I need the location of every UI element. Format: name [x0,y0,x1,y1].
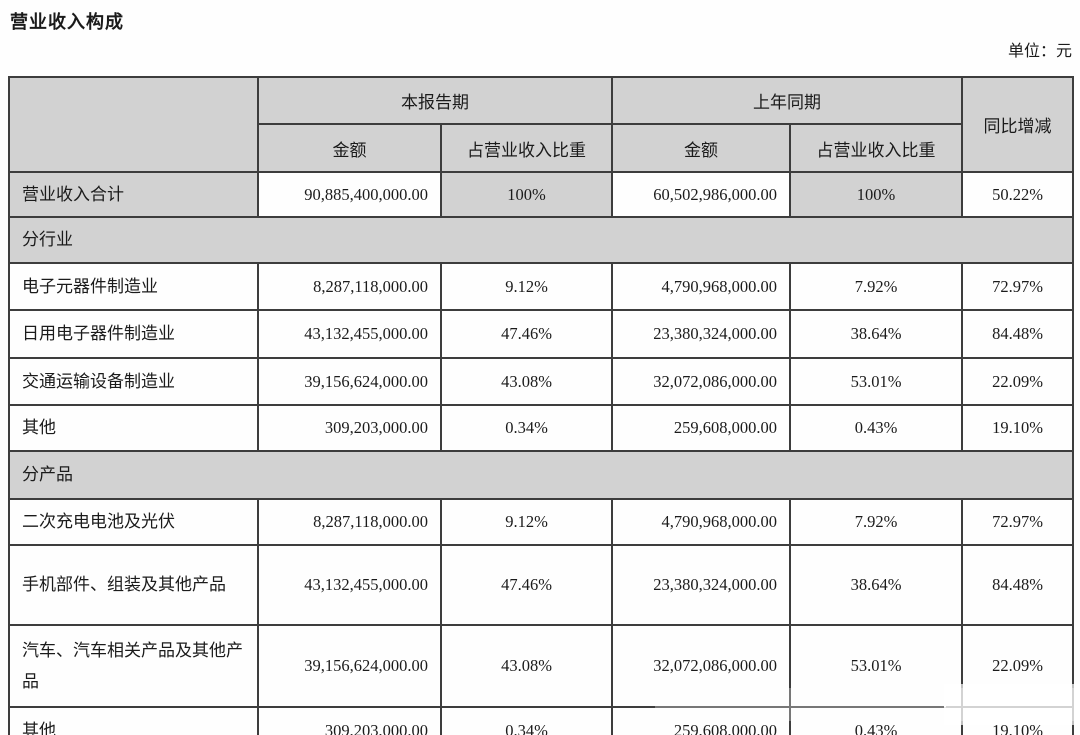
amount-prior-cell: 259,608,000.00 [611,404,791,452]
table-row: 其他 309,203,000.00 0.34% 259,608,000.00 0… [8,706,1074,735]
yoy-cell: 19.10% [961,404,1074,452]
table-row: 电子元器件制造业 8,287,118,000.00 9.12% 4,790,96… [8,262,1074,311]
row-label: 二次充电电池及光伏 [8,498,259,546]
amount-current-cell: 90,885,400,000.00 [257,171,442,218]
yoy-cell: 22.09% [961,357,1074,406]
row-label: 营业收入合计 [8,171,259,218]
amount-prior-cell: 4,790,968,000.00 [611,498,791,546]
yoy-cell: 84.48% [961,544,1074,626]
amount-prior-cell: 23,380,324,000.00 [611,544,791,626]
ratio-current-cell: 9.12% [440,262,613,311]
ratio-current-cell: 43.08% [440,624,613,708]
header-yoy-change: 同比增减 [961,76,1074,173]
subheader-ratio-current: 占营业收入比重 [440,123,613,173]
amount-current-cell: 43,132,455,000.00 [257,544,442,626]
yoy-cell: 19.10% [961,706,1074,735]
table-row: 汽车、汽车相关产品及其他产品 39,156,624,000.00 43.08% … [8,624,1074,708]
revenue-composition-table: 本报告期 上年同期 同比增减 金额 占营业收入比重 金额 占营业收入比重 营业收… [8,76,1074,735]
table-row: 日用电子器件制造业 43,132,455,000.00 47.46% 23,38… [8,309,1074,359]
header-prior-period: 上年同期 [611,76,963,125]
ratio-current-cell: 0.34% [440,706,613,735]
amount-prior-cell: 259,608,000.00 [611,706,791,735]
amount-prior-cell: 4,790,968,000.00 [611,262,791,311]
subheader-ratio-prior: 占营业收入比重 [789,123,963,173]
amount-current-cell: 309,203,000.00 [257,706,442,735]
header-row-2: 金额 占营业收入比重 金额 占营业收入比重 [9,123,1073,173]
row-label: 日用电子器件制造业 [8,309,259,359]
ratio-prior-cell: 100% [789,171,963,218]
yoy-cell: 72.97% [961,498,1074,546]
ratio-prior-cell: 7.92% [789,498,963,546]
ratio-prior-cell: 38.64% [789,544,963,626]
ratio-prior-cell: 53.01% [789,624,963,708]
row-label: 其他 [8,706,259,735]
yoy-cell: 84.48% [961,309,1074,359]
table-row: 手机部件、组装及其他产品 43,132,455,000.00 47.46% 23… [8,544,1074,626]
amount-current-cell: 8,287,118,000.00 [257,262,442,311]
ratio-current-cell: 100% [440,171,613,218]
section-row-by-industry: 分行业 [8,216,1074,264]
amount-current-cell: 39,156,624,000.00 [257,624,442,708]
ratio-current-cell: 47.46% [440,309,613,359]
subheader-amount-prior: 金额 [611,123,791,173]
amount-prior-cell: 32,072,086,000.00 [611,624,791,708]
amount-current-cell: 43,132,455,000.00 [257,309,442,359]
amount-prior-cell: 32,072,086,000.00 [611,357,791,406]
section-title: 分行业 [8,216,1074,264]
yoy-cell: 22.09% [961,624,1074,708]
row-label: 交通运输设备制造业 [8,357,259,406]
ratio-prior-cell: 53.01% [789,357,963,406]
amount-prior-cell: 23,380,324,000.00 [611,309,791,359]
amount-current-cell: 39,156,624,000.00 [257,357,442,406]
ratio-current-cell: 0.34% [440,404,613,452]
table-row-total: 营业收入合计 90,885,400,000.00 100% 60,502,986… [8,171,1074,218]
ratio-current-cell: 43.08% [440,357,613,406]
header-current-period: 本报告期 [257,76,613,125]
subheader-amount-current: 金额 [257,123,442,173]
header-corner-cell [8,76,259,173]
page-title: 营业收入构成 [10,12,124,32]
row-label: 其他 [8,404,259,452]
row-label: 手机部件、组装及其他产品 [8,544,259,626]
amount-current-cell: 309,203,000.00 [257,404,442,452]
ratio-prior-cell: 38.64% [789,309,963,359]
header-row-1: 本报告期 上年同期 同比增减 [8,76,1074,173]
table-row: 二次充电电池及光伏 8,287,118,000.00 9.12% 4,790,9… [8,498,1074,546]
ratio-current-cell: 47.46% [440,544,613,626]
table-row: 交通运输设备制造业 39,156,624,000.00 43.08% 32,07… [8,357,1074,406]
section-title: 分产品 [8,450,1074,500]
row-label: 电子元器件制造业 [8,262,259,311]
table-row: 其他 309,203,000.00 0.34% 259,608,000.00 0… [8,404,1074,452]
amount-current-cell: 8,287,118,000.00 [257,498,442,546]
ratio-prior-cell: 7.92% [789,262,963,311]
ratio-current-cell: 9.12% [440,498,613,546]
unit-label: 单位：元 [1007,43,1072,60]
yoy-cell: 72.97% [961,262,1074,311]
ratio-prior-cell: 0.43% [789,404,963,452]
section-row-by-product: 分产品 [8,450,1074,500]
amount-prior-cell: 60,502,986,000.00 [611,171,791,218]
ratio-prior-cell: 0.43% [789,706,963,735]
yoy-cell: 50.22% [961,171,1074,218]
row-label: 汽车、汽车相关产品及其他产品 [8,624,259,708]
